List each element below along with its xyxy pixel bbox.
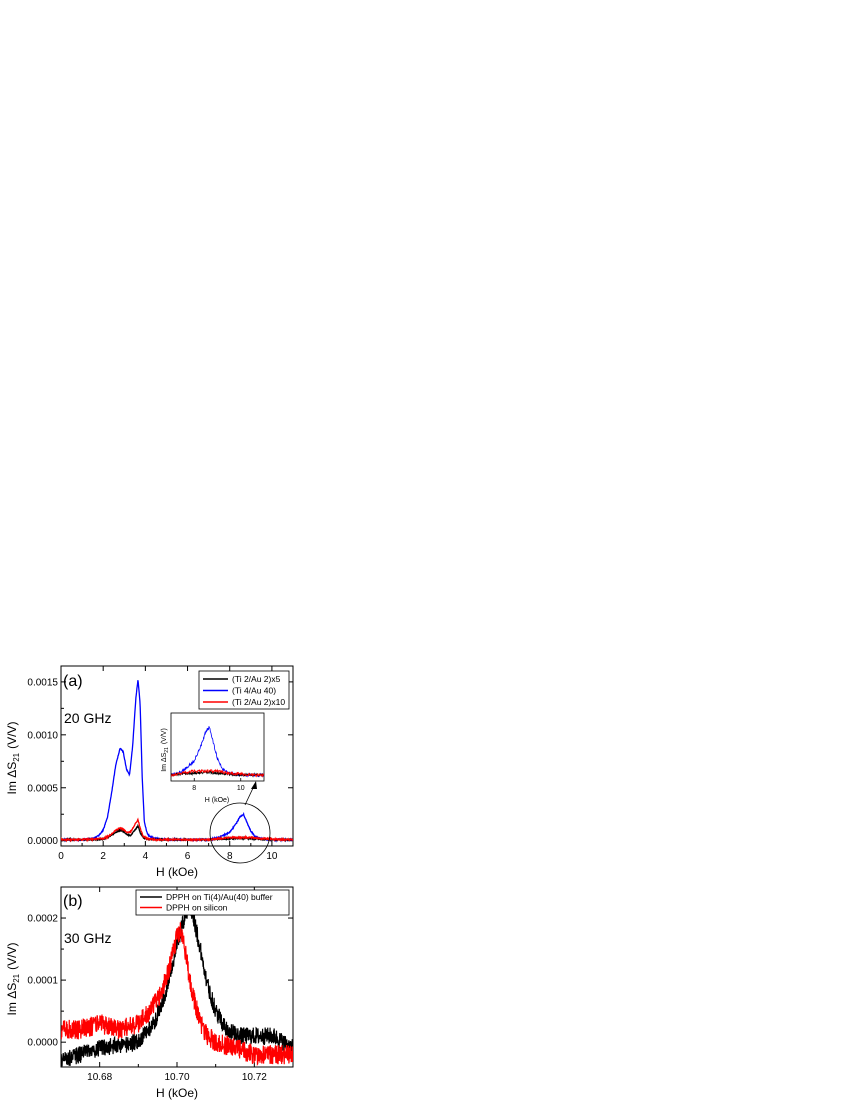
y-axis-label-a: Im ΔS21 (V/V) (5, 722, 21, 795)
b-y-tick-label: 0.0001 (27, 976, 58, 987)
legend-label-a-0: (Ti 2/Au 2)x5 (232, 674, 281, 684)
b-x-tick-label: 10.70 (164, 1072, 189, 1083)
legend-label-b-0: DPPH on Ti(4)/Au(40) buffer (166, 892, 273, 902)
inset-y-axis-label-main: Im ΔS (161, 752, 168, 771)
inset-ticks: 8 10 (192, 778, 245, 792)
a-x-tick-label: 6 (185, 851, 191, 862)
legend-a: (Ti 2/Au 2)x5 (Ti 4/Au 40)(Ti 2/Au 2)x10 (198, 670, 290, 710)
panel-a: 0 2 4 6 8 10 0.0000 0.0005 0.0010 0.0015 (a) 20 G… (5, 665, 294, 879)
inset-series-group (171, 726, 264, 778)
frequency-annotation-a: 20 GHz (64, 710, 111, 726)
series-line-b-1 (61, 922, 293, 1067)
b-y-tick-label: 0.0000 (27, 1038, 58, 1049)
series-group-b (61, 898, 293, 1067)
inset-x-tick-label: 8 (192, 785, 196, 792)
highlight-arrow-head (251, 781, 257, 789)
y-axis-label-b: Im ΔS21 (V/V) (5, 943, 21, 1016)
inset-y-axis-label-sub: 21 (164, 747, 170, 753)
legend-label-b-1: DPPH on silicon (166, 903, 228, 913)
a-x-tick-label: 4 (143, 851, 149, 862)
a-y-tick-label: 0.0015 (27, 677, 58, 688)
inset-x-tick-label: 10 (237, 785, 245, 792)
b-x-tick-label: 10.72 (242, 1072, 267, 1083)
panel-b: 10.68 10.70 10.72 0.0000 0.0001 0.0002 (b) 30… (5, 886, 294, 1100)
y-axis-label-a-main: Im ΔS (5, 762, 19, 795)
a-x-tick-label: 10 (266, 851, 278, 862)
highlight-circle (209, 802, 271, 864)
a-y-tick-label: 0.0005 (27, 783, 58, 794)
a-x-tick-label: 2 (100, 851, 106, 862)
a-x-tick-label: 0 (58, 851, 64, 862)
y-axis-label-a-unit: (V/V) (5, 722, 19, 749)
b-x-tick-label: 10.68 (87, 1072, 112, 1083)
frequency-annotation-b: 30 GHz (64, 930, 111, 946)
series-line-a-2 (61, 817, 293, 843)
x-axis-label-a: H (kOe) (156, 865, 198, 879)
a-y-tick-label: 0.0010 (27, 730, 58, 741)
inset-plot: 8 10 Im ΔS21 (V/V) H (kOe) (161, 712, 265, 804)
y-axis-label-a-sub: 21 (12, 752, 21, 761)
a-y-tick-label: 0.0000 (27, 836, 58, 847)
plot-area-a (60, 665, 294, 847)
panel-label-b: (b) (63, 893, 83, 910)
legend-b-box (135, 889, 290, 916)
legend-label-a-2: (Ti 2/Au 2)x10 (232, 697, 285, 707)
highlight-arrow-line (244, 785, 255, 806)
inset-series-line-2 (171, 768, 264, 778)
x-axis-label-b: H (kOe) (156, 1086, 198, 1100)
y-axis-label-b-sub: 21 (12, 973, 21, 982)
b-y-tick-label: 0.0002 (27, 914, 58, 925)
a-x-tick-label: 8 (227, 851, 233, 862)
inset-x-axis-label: H (kOe) (205, 797, 230, 804)
axis-ticks-b: 10.68 10.70 10.72 0.0000 0.0001 0.0002 (27, 887, 293, 1083)
series-group-a (61, 680, 293, 843)
y-axis-label-b-unit: (V/V) (5, 943, 19, 970)
inset-y-axis-label-unit: (V/V) (161, 728, 168, 744)
inset-y-axis-label: Im ΔS21 (V/V) (161, 728, 170, 772)
axis-ticks-a: 0 2 4 6 8 10 0.0000 0.0005 0.0010 0.0015 (27, 666, 293, 862)
panel-label-a: (a) (63, 673, 83, 690)
legend-label-a-1: (Ti 4/Au 40) (232, 686, 276, 696)
y-axis-label-b-main: Im ΔS (5, 983, 19, 1016)
series-line-b-0 (61, 898, 293, 1067)
legend-a-items: (Ti 2/Au 2)x5 (Ti 4/Au 40)(Ti 2/Au 2)x10 (203, 674, 285, 707)
